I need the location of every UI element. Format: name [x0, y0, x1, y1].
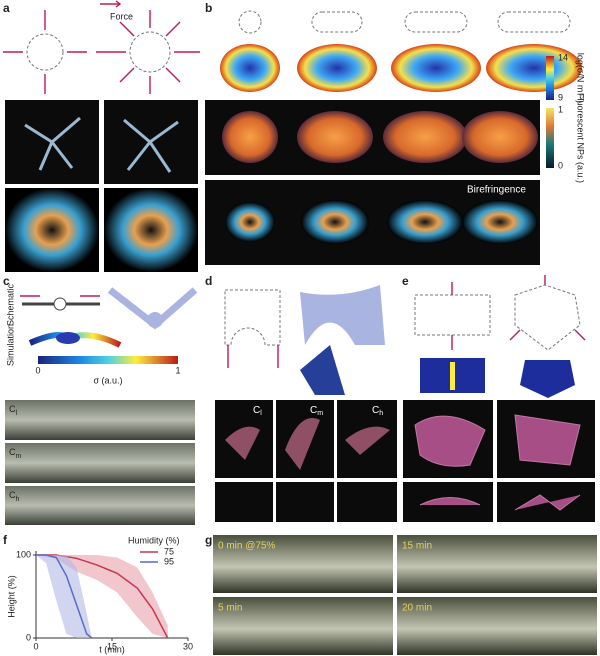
label-sub: l — [260, 410, 262, 417]
schematic — [20, 287, 198, 348]
schematic — [224, 285, 385, 395]
panel-label: c — [3, 274, 10, 288]
colorbar-max: 1 — [175, 365, 180, 375]
colorbar-title: Fluorescent NPs (a.u.) — [576, 93, 586, 183]
label-main: C — [9, 404, 16, 414]
colorbar-min: 9 — [558, 92, 563, 102]
photo — [276, 482, 334, 522]
photo — [5, 443, 195, 483]
photo — [397, 535, 597, 593]
photo — [5, 400, 195, 440]
label-sub: m — [16, 453, 22, 460]
legend-label: 75 — [164, 546, 174, 556]
label-main: C — [9, 447, 16, 457]
photo-label: Cm — [9, 447, 22, 459]
colorbar — [546, 56, 554, 100]
annotation: Birefringence — [467, 185, 526, 196]
photo-detail — [225, 200, 538, 244]
x-tick-label: 0 — [33, 641, 38, 651]
panel-label: b — [205, 1, 212, 15]
photo-label: 5 min — [218, 603, 242, 614]
panel-label: f — [3, 533, 8, 547]
label-sub: l — [16, 410, 18, 417]
panel-label: d — [205, 274, 212, 288]
panel-label: g — [205, 533, 212, 547]
photo-label: Cm — [310, 405, 323, 417]
photo — [215, 482, 273, 522]
colorbar-title: σ (a.u.) — [93, 375, 122, 385]
force-label: Force — [110, 11, 133, 21]
range-band — [36, 555, 168, 638]
colorbar-min: 0 — [558, 160, 563, 170]
photo-label: Cl — [253, 405, 262, 417]
photo — [5, 486, 195, 525]
colorbar-min: 0 — [35, 365, 40, 375]
photo — [104, 188, 198, 272]
y-tick-label: 0 — [26, 632, 31, 642]
panel-label: e — [402, 274, 409, 288]
line — [36, 554, 93, 639]
schematic — [220, 10, 582, 92]
photo-detail — [225, 418, 390, 470]
photo-detail — [24, 116, 179, 173]
row-label: Simulation — [5, 324, 15, 366]
colorbar-max: 1 — [558, 104, 563, 114]
label-sub: m — [317, 410, 323, 417]
range-band — [36, 555, 92, 638]
photo-label: 15 min — [402, 541, 432, 552]
label-sub: h — [379, 410, 383, 417]
photo — [213, 535, 393, 593]
y-tick-label: 100 — [16, 549, 31, 559]
chart: 0 100 0 15 30 t (min) Height (%) Humidity (%)75… — [6, 535, 193, 654]
schematic — [3, 0, 200, 94]
photo-detail — [222, 111, 538, 163]
y-axis-label: Height (%) — [6, 575, 16, 618]
photo-label: Ch — [372, 405, 383, 417]
photo — [337, 482, 397, 522]
photo — [5, 188, 99, 272]
colorbar-title: log(σ/N m⁻²) — [576, 53, 586, 103]
x-tick-label: 30 — [183, 641, 193, 651]
colorbar — [38, 356, 178, 364]
label-main: C — [253, 405, 260, 416]
photo-label: 0 min @75% — [218, 541, 276, 552]
schematic — [414, 275, 586, 398]
x-tick-label: 15 — [107, 641, 117, 651]
photo-detail — [414, 414, 581, 511]
colorbar-max: 14 — [558, 52, 568, 62]
colorbar — [546, 108, 554, 168]
photo-label: 20 min — [402, 603, 432, 614]
panel-label: a — [3, 1, 10, 15]
label-main: C — [310, 405, 317, 416]
row-label: Schematic — [5, 283, 15, 326]
legend-title: Humidity (%) — [128, 535, 180, 545]
label-sub: h — [16, 496, 20, 503]
photo-label: Cl — [9, 404, 18, 416]
photo — [213, 597, 393, 655]
x-axis-label: t (min) — [99, 644, 125, 654]
label-main: C — [9, 490, 16, 500]
label-main: C — [372, 405, 379, 416]
photo — [397, 597, 597, 655]
legend-label: 95 — [164, 556, 174, 566]
photo-label: Ch — [9, 490, 20, 502]
